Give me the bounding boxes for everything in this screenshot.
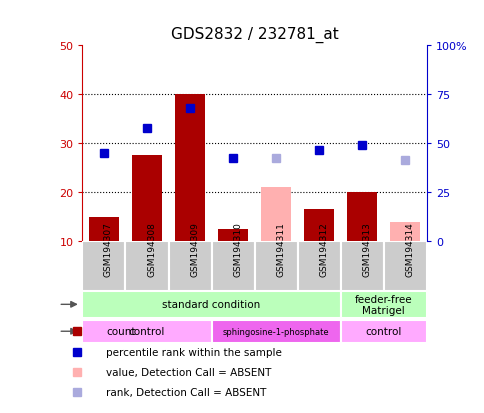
Bar	[211, 320, 340, 343]
Text: GSM194312: GSM194312	[318, 222, 328, 276]
Bar	[340, 320, 426, 343]
Text: control: control	[365, 326, 401, 337]
Text: GSM194314: GSM194314	[405, 222, 413, 276]
Text: GSM194311: GSM194311	[275, 222, 285, 276]
Text: GSM194310: GSM194310	[233, 222, 242, 276]
Bar	[254, 242, 297, 291]
Text: GSM194307: GSM194307	[104, 222, 113, 276]
Bar	[297, 242, 340, 291]
Text: standard condition: standard condition	[162, 299, 260, 310]
Bar	[340, 291, 426, 318]
Text: control: control	[129, 326, 165, 337]
Text: GSM194308: GSM194308	[147, 222, 156, 276]
Bar	[383, 242, 426, 291]
Bar	[82, 291, 340, 318]
Bar	[260, 188, 290, 242]
Bar	[125, 242, 168, 291]
Bar	[347, 192, 377, 242]
Bar	[390, 222, 420, 242]
Text: value, Detection Call = ABSENT: value, Detection Call = ABSENT	[106, 368, 271, 377]
Bar	[132, 156, 162, 242]
Bar	[175, 95, 205, 242]
Bar	[82, 242, 125, 291]
Bar	[89, 217, 119, 242]
Text: GSM194313: GSM194313	[362, 222, 370, 276]
Bar	[82, 320, 211, 343]
Text: GSM194309: GSM194309	[190, 222, 198, 276]
Bar	[211, 242, 254, 291]
Text: rank, Detection Call = ABSENT: rank, Detection Call = ABSENT	[106, 387, 266, 397]
Text: feeder-free
Matrigel: feeder-free Matrigel	[354, 294, 412, 316]
Bar	[218, 229, 248, 242]
Title: GDS2832 / 232781_at: GDS2832 / 232781_at	[170, 26, 338, 43]
Text: count: count	[106, 327, 136, 337]
Bar	[168, 242, 211, 291]
Text: percentile rank within the sample: percentile rank within the sample	[106, 348, 281, 358]
Bar	[340, 242, 383, 291]
Bar	[303, 210, 333, 242]
Text: sphingosine-1-phosphate: sphingosine-1-phosphate	[222, 327, 329, 336]
